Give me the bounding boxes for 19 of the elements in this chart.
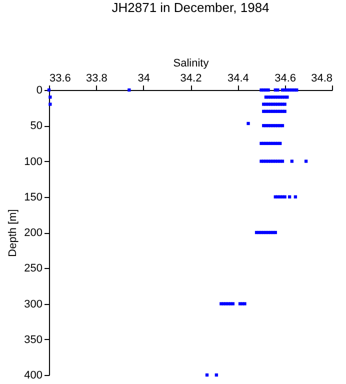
x-tick-label: 34.4 xyxy=(227,72,249,84)
y-tick-label: 200 xyxy=(24,227,42,239)
y-tick-label: 300 xyxy=(24,298,42,310)
y-tick-label: 400 xyxy=(24,370,42,382)
y-tick-label: 100 xyxy=(24,156,42,168)
x-tick-label: 33.8 xyxy=(86,72,108,84)
x-tick-label: 34.8 xyxy=(311,72,332,84)
y-tick-label: 250 xyxy=(24,262,42,275)
y-axis-title: Depth [m] xyxy=(7,209,20,257)
y-tick-label: 0 xyxy=(36,84,42,96)
x-axis-title: Salinity xyxy=(173,58,210,70)
y-tick-label: 150 xyxy=(24,191,42,204)
y-tick-label: 350 xyxy=(24,334,42,346)
x-tick-label: 34.2 xyxy=(180,72,202,84)
y-tick-label: 50 xyxy=(30,120,42,132)
x-tick-label: 34.6 xyxy=(274,72,296,84)
x-tick-label: 34 xyxy=(138,72,150,84)
x-tick-label: 33.6 xyxy=(50,72,71,84)
chart-title: JH2871 in December, 1984 xyxy=(112,0,270,15)
